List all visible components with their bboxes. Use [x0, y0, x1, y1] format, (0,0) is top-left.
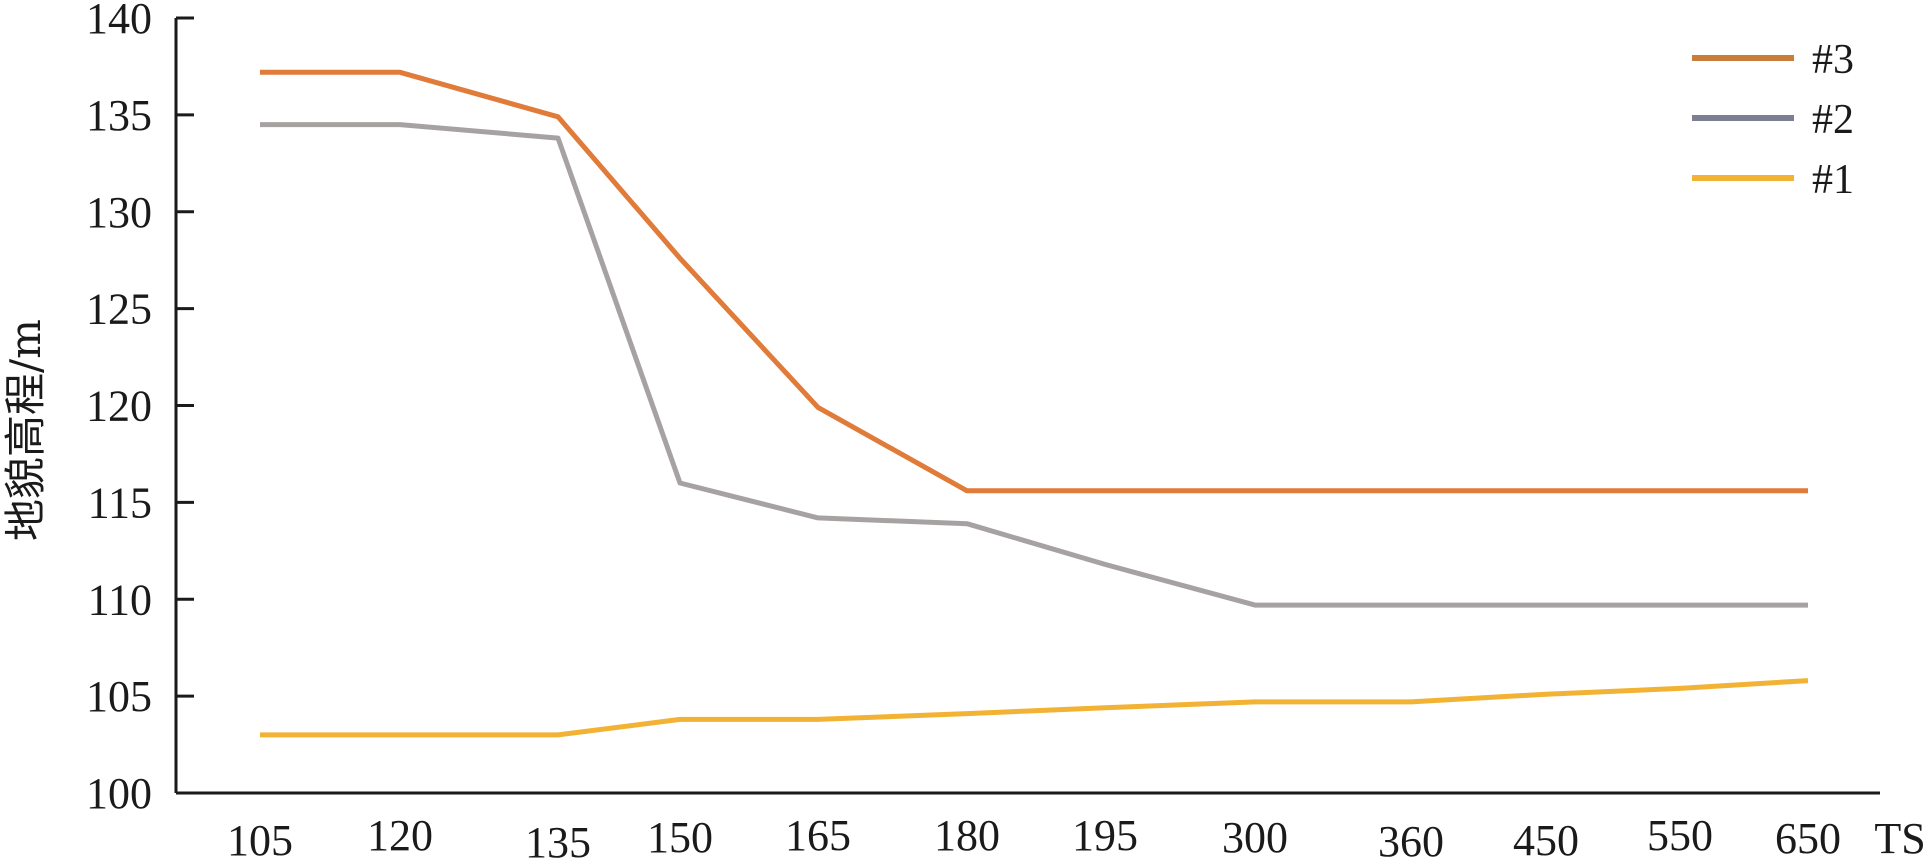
x-tick-label: 450 [1513, 816, 1579, 861]
x-tick-label: 360 [1378, 817, 1444, 861]
x-tick-label: 550 [1647, 811, 1713, 860]
axes [174, 18, 1880, 795]
x-tick-label: 120 [367, 811, 433, 860]
y-tick-label: 125 [86, 285, 152, 334]
legend-label: #3 [1812, 37, 1854, 83]
x-tick-label: 180 [934, 811, 1000, 860]
y-tick-label: 100 [86, 769, 152, 818]
x-tick-label: 650 [1775, 814, 1841, 861]
x-tick-label: 135 [525, 818, 591, 861]
y-axis-ticks: 100 105 110 115 120 125 130 135 140 [86, 0, 194, 818]
x-tick-label: 195 [1072, 811, 1138, 860]
legend-label: #2 [1812, 97, 1854, 143]
y-tick-label: 110 [88, 575, 152, 624]
x-tick-label: 300 [1222, 813, 1288, 861]
series-line-3 [260, 678, 1809, 738]
y-tick-label: 140 [86, 0, 152, 43]
y-tick-label: 135 [86, 91, 152, 140]
y-axis-title: 地貌高程/m [1, 319, 50, 541]
y-tick-label: 105 [86, 672, 152, 721]
y-tick-label: 115 [88, 478, 152, 527]
x-tick-label: 150 [647, 813, 713, 861]
x-axis-title: TS [1874, 814, 1925, 861]
y-tick-label: 130 [86, 188, 152, 237]
y-tick-label: 120 [86, 382, 152, 431]
legend-label: #1 [1812, 157, 1854, 203]
series-line-1 [260, 69, 1808, 494]
legend: #3 #2 #1 [1692, 37, 1854, 203]
x-tick-label: 105 [227, 816, 293, 861]
x-tick-label: 165 [785, 811, 851, 860]
x-axis-ticks: 105 120 135 150 165 180 195 300 360 450 550 650 [227, 811, 1841, 861]
series-lines [260, 69, 1809, 738]
series-line-2 [260, 122, 1808, 608]
